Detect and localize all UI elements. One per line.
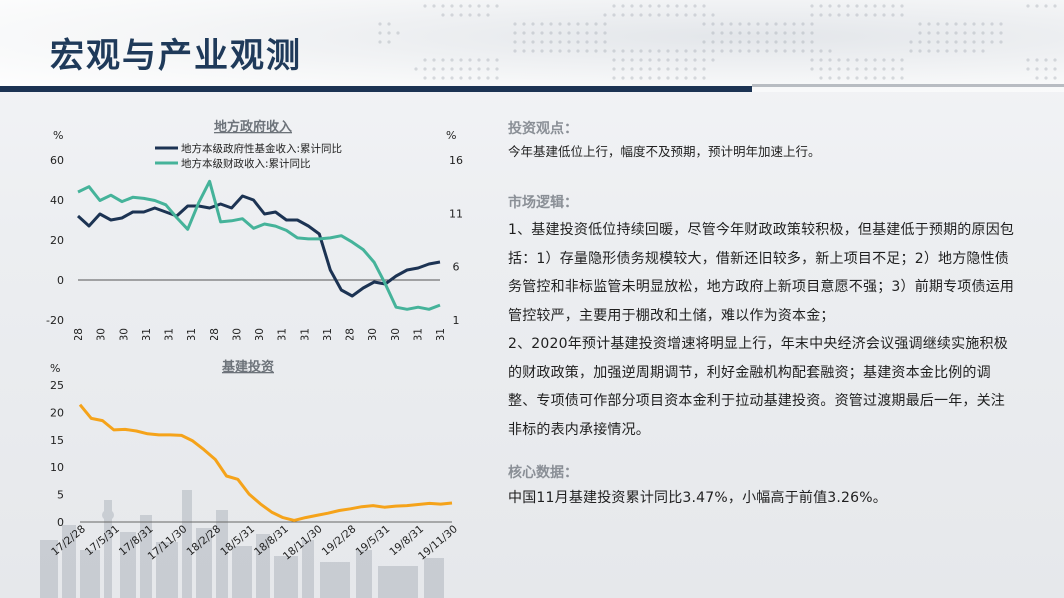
chart1-x-tick: 19/8/31 — [412, 328, 424, 340]
chart1-x-tick: 19/6/30 — [390, 328, 402, 340]
chart1-y-right-tick: 16 — [449, 154, 463, 167]
chart1-x-tick: 18/4/30 — [231, 328, 243, 340]
chart1-y-left-tick: 40 — [50, 194, 64, 207]
chart1-x-tick: 17/2/28 — [73, 328, 85, 340]
chart2-x-tick: 18/5/31 — [218, 523, 257, 558]
chart2-x-tick: 19/5/31 — [354, 523, 393, 558]
chart1-left-unit: % — [53, 129, 63, 142]
chart1-x-tick: 17/4/30 — [96, 328, 108, 340]
chart1-x-tick: 18/10/31 — [299, 328, 311, 340]
chart1-right-unit: % — [446, 129, 456, 142]
chart1-title: 地方政府收入 — [214, 119, 292, 135]
chart2-x-tick: 17/2/28 — [49, 523, 88, 558]
logic-paragraph-1: 1、基建投资低位持续回暖，尽管今年财政政策较积极，但基建低于预期的原因包括：1）… — [508, 222, 1015, 324]
core-data-text: 中国11月基建投资累计同比3.47%，小幅高于前值3.26%。 — [508, 490, 887, 506]
chart2-y-tick: 10 — [50, 461, 64, 474]
chart1-y-left-tick: -20 — [46, 314, 64, 327]
chart1-y-right-tick: 6 — [453, 261, 460, 274]
chart1-legend-label: 地方本级财政收入:累计同比 — [181, 157, 311, 170]
chart1-y-left-tick: 0 — [57, 274, 64, 287]
core-data-title: 核心数据： — [508, 465, 578, 481]
skyline-watermark — [40, 490, 444, 598]
chart1-x-tick: 19/4/30 — [367, 328, 379, 340]
chart1-x-tick: 18/12/31 — [322, 328, 334, 340]
analysis-panel: 投资观点： 今年基建低位上行，幅度不及预期，预计明年加速上行。 市场逻辑： 1、… — [508, 118, 1018, 513]
chart1-x-tick: 19/10/31 — [435, 328, 447, 340]
local-gov-revenue-chart: 地方政府收入 % % 60 40 20 0 -20 16 11 6 1 17/2/28 17/4… — [46, 119, 463, 340]
chart1-y-right-tick: 11 — [449, 207, 463, 220]
world-map-dots — [378, 4, 1057, 80]
chart1-x-tick: 19/2/28 — [345, 328, 357, 340]
chart2-y-tick: 15 — [50, 434, 64, 447]
logic-paragraph-2: 2、2020年预计基建投资增速将明显上行，年末中央经济会议强调继续实施积极的财政… — [508, 336, 1008, 438]
chart2-y-tick: 20 — [50, 406, 64, 419]
chart1-y-left-tick: 60 — [50, 154, 64, 167]
header-rule-dark — [0, 86, 752, 92]
view-text: 今年基建低位上行，幅度不及预期，预计明年加速上行。 — [508, 144, 821, 159]
page-title: 宏观与产业观测 — [50, 36, 302, 76]
page-header: 宏观与产业观测 — [0, 0, 1064, 92]
chart1-x-tick: 18/2/28 — [209, 328, 221, 340]
header-rule-grey — [752, 84, 1064, 87]
chart2-y-tick: 5 — [57, 489, 64, 502]
chart1-y-left-tick: 20 — [50, 234, 64, 247]
chart2-series-infrastructure — [78, 403, 453, 522]
chart1-x-tick: 18/8/31 — [277, 328, 289, 340]
chart2-title: 基建投资 — [221, 359, 274, 375]
chart2-y-tick: 0 — [57, 516, 64, 529]
chart1-x-tick: 18/6/30 — [254, 328, 266, 340]
chart1-series-fund-revenue — [76, 194, 441, 298]
chart1-x-tick: 17/10/31 — [164, 328, 176, 340]
chart2-unit: % — [50, 362, 60, 375]
chart1-series-fiscal-revenue — [77, 179, 441, 311]
chart2-x-tick: 17/5/31 — [83, 523, 122, 558]
chart1-x-tick: 17/12/31 — [186, 328, 198, 340]
chart1-legend-label: 地方本级政府性基金收入:累计同比 — [181, 142, 342, 155]
chart2-y-tick: 25 — [50, 379, 64, 392]
header-background — [0, 0, 1064, 92]
chart1-x-tick: 17/6/30 — [118, 328, 130, 340]
chart1-x-tick: 17/8/31 — [141, 328, 153, 340]
chart1-y-right-tick: 1 — [453, 314, 460, 327]
logic-title: 市场逻辑： — [508, 195, 578, 211]
view-title: 投资观点： — [508, 121, 578, 137]
chart2-x-tick: 18/2/28 — [184, 523, 223, 558]
chart2-x-tick: 19/2/28 — [320, 523, 359, 558]
